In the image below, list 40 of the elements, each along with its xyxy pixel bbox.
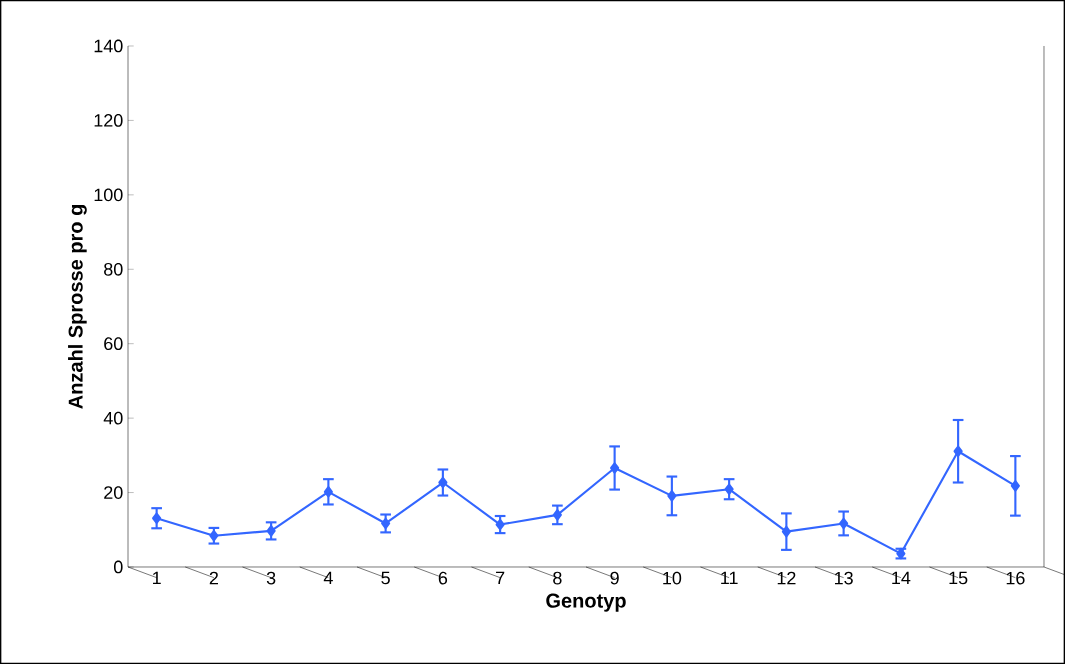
y-tick-label: 40: [103, 411, 123, 425]
x-tick-label: 14: [892, 571, 911, 585]
point: [610, 462, 620, 474]
point: [953, 445, 963, 457]
x-axis-title: Genotyp: [546, 593, 626, 612]
x-tick-label: 7: [496, 571, 505, 585]
point: [438, 476, 448, 489]
point: [1010, 480, 1020, 492]
point: [552, 509, 562, 521]
y-tick-label: 0: [114, 560, 123, 574]
y-tick-label: 80: [104, 262, 123, 276]
x-tick-label: 12: [777, 571, 796, 585]
x-tick-label: 13: [834, 571, 853, 585]
x-tick-label: 6: [438, 571, 448, 585]
y-axis-title: Anzahl Sprosse pro g: [68, 205, 87, 409]
y-tick-label: 120: [94, 114, 123, 127]
y-tick-label: 60: [104, 337, 123, 351]
point: [381, 517, 391, 530]
x-tick-label: 9: [610, 571, 619, 585]
point: [781, 525, 791, 538]
point: [724, 483, 734, 495]
x-tick-label: 5: [381, 571, 390, 585]
point: [667, 490, 677, 502]
point: [152, 512, 162, 524]
y-tick-label: 100: [94, 188, 123, 202]
x-tick-label: 2: [209, 571, 218, 585]
x-tick-label: 11: [721, 571, 738, 585]
point: [839, 517, 849, 530]
x-tick-label: 8: [553, 571, 562, 585]
x-tick-label: 15: [949, 571, 968, 585]
y-tick-label: 140: [94, 39, 123, 53]
point: [323, 486, 333, 498]
y-tick-label: 20: [104, 486, 123, 499]
x-tick-label: 16: [1006, 571, 1025, 585]
x-tick-label: 1: [153, 571, 161, 585]
x-tick-label: 4: [323, 571, 333, 585]
point: [266, 525, 276, 537]
x-tick-label: 3: [266, 571, 276, 585]
point: [495, 518, 505, 531]
x-tick-label: 10: [663, 571, 682, 585]
